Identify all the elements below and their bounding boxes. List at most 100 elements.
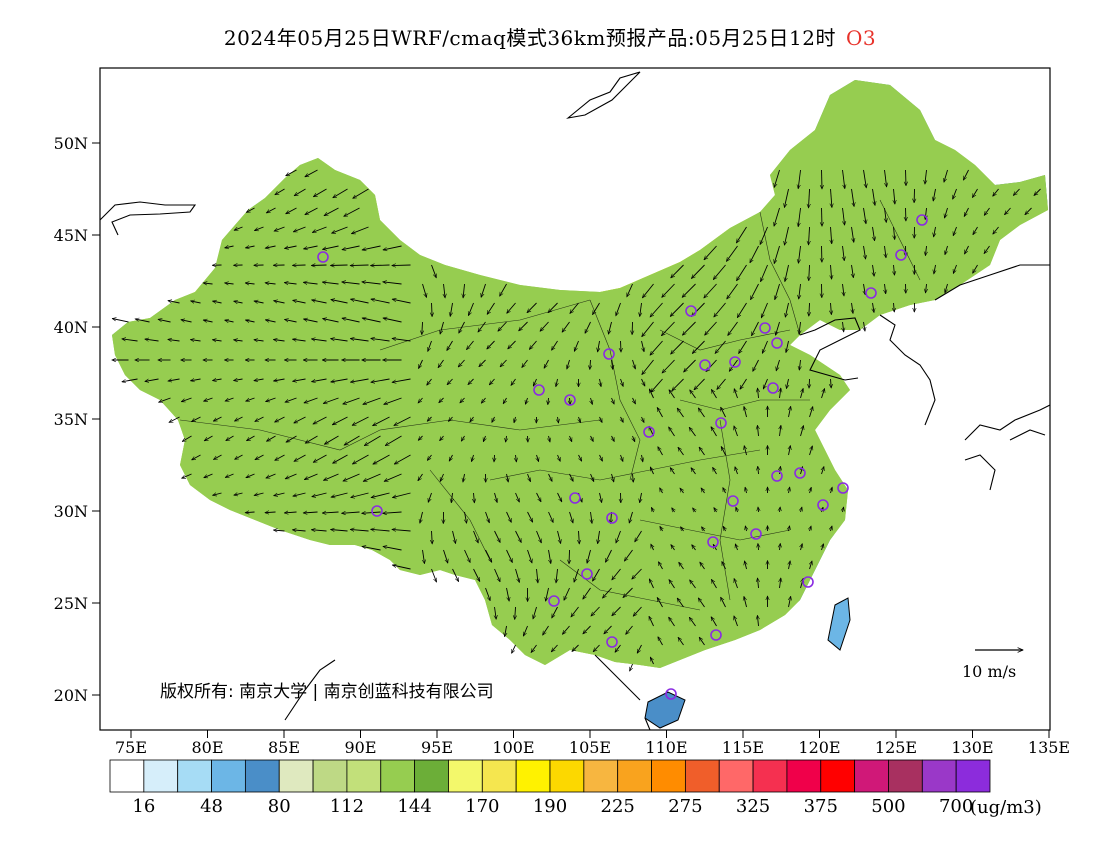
colorbar-label: 80 <box>268 796 291 817</box>
wind-arrow <box>698 408 705 418</box>
wind-arrow <box>662 359 675 373</box>
wind-arrow <box>591 606 600 616</box>
wind-arrow <box>642 321 654 337</box>
wind-arrow <box>427 416 432 421</box>
wind-arrow <box>495 606 497 619</box>
wind-arrow <box>549 435 550 442</box>
wind-arrow <box>112 319 129 323</box>
wind-arrow <box>562 321 570 332</box>
wind-arrow <box>831 378 832 388</box>
wind-arrow <box>352 454 369 465</box>
wind-arrow <box>543 625 549 635</box>
wind-arrow <box>669 617 675 627</box>
wind-arrow <box>255 454 264 461</box>
wind-arrow <box>275 454 285 461</box>
wind-arrow <box>234 226 243 230</box>
station-marker <box>699 359 711 371</box>
wind-arrow <box>479 359 486 367</box>
lon-tick-label: 125E <box>875 738 917 757</box>
wind-arrow <box>569 473 574 481</box>
wind-arrow <box>246 207 255 213</box>
wind-arrow <box>640 492 642 503</box>
wind-arrow <box>452 568 460 582</box>
wind-arrow <box>305 435 318 444</box>
wind-arrow <box>710 617 717 627</box>
wind-arrow <box>843 321 844 332</box>
wind-arrow <box>330 265 348 266</box>
wind-arrow <box>758 544 759 551</box>
wind-arrow <box>616 530 621 543</box>
wind-arrow <box>464 549 471 563</box>
lon-tick-label: 90E <box>344 738 376 757</box>
wind-arrow <box>522 359 528 368</box>
wind-arrow <box>465 511 467 523</box>
wind-arrow <box>831 264 832 279</box>
station-marker <box>729 356 741 368</box>
wind-arrow <box>285 473 297 480</box>
wind-arrow <box>591 397 593 404</box>
wind-arrow <box>212 340 222 341</box>
station-marker <box>771 470 783 482</box>
coastlines <box>100 71 1050 730</box>
wind-arrow <box>428 492 432 502</box>
wind-arrow <box>551 644 558 652</box>
wind-arrow <box>551 606 558 618</box>
wind-arrow <box>745 526 746 532</box>
colorbar-label: 500 <box>871 796 905 817</box>
wind-arrow <box>612 606 621 616</box>
wind-arrow <box>385 435 402 446</box>
lon-tick-label: 110E <box>645 738 687 757</box>
lon-tick-label: 75E <box>115 738 147 757</box>
wind-arrow <box>852 302 853 313</box>
wind-arrow <box>267 435 276 442</box>
wind-arrow <box>363 397 381 404</box>
wind-arrow <box>745 561 747 570</box>
colorbar-unit: (ug/m3) <box>970 797 1042 818</box>
wind-arrow <box>427 454 432 460</box>
wind-arrow <box>677 408 684 418</box>
wind-arrow <box>392 338 411 342</box>
station-marker <box>802 576 814 588</box>
lon-tick-label: 85E <box>268 738 300 757</box>
wind-arrow <box>468 302 474 316</box>
wind-arrow <box>699 637 705 646</box>
station-marker <box>569 492 581 504</box>
wind-arrow <box>245 246 255 248</box>
wind-arrow <box>332 416 348 426</box>
colorbar-label: 170 <box>465 796 499 817</box>
lon-tick-label: 135E <box>1028 738 1070 757</box>
wind-arrow <box>715 340 726 354</box>
wind-arrow <box>583 625 591 634</box>
wind-arrow <box>525 397 527 404</box>
wind-arrow <box>775 283 780 300</box>
wind-arrow <box>448 416 453 421</box>
wind-arrow <box>843 207 845 225</box>
wind-arrow <box>418 473 423 481</box>
colorbar-swatch <box>414 759 449 793</box>
wind-arrow <box>190 340 201 341</box>
colorbar-label: 112 <box>330 796 364 817</box>
station-marker <box>771 337 783 349</box>
wind-arrow <box>342 318 360 323</box>
wind-arrow <box>342 245 360 250</box>
wind-arrow <box>451 492 452 503</box>
wind-arrow <box>342 512 360 513</box>
wind-arrow <box>304 245 318 249</box>
wind-arrow <box>527 302 537 313</box>
wind-arrow <box>350 339 369 342</box>
wind-arrow <box>371 338 390 342</box>
wind-arrow <box>350 378 369 382</box>
wind-arrow <box>624 549 633 561</box>
wind-arrow <box>993 226 999 234</box>
lat-tick-label: 40N <box>54 318 88 337</box>
wind-arrow <box>274 492 285 496</box>
wind-arrow <box>203 320 213 322</box>
wind-arrow <box>669 390 675 399</box>
wind-arrow <box>635 530 642 542</box>
wind-arrow <box>527 473 531 482</box>
wind-arrow <box>717 378 726 390</box>
wind-arrow <box>235 454 243 460</box>
wind-arrow <box>831 526 832 532</box>
wind-arrow <box>363 473 381 482</box>
wind-arrow <box>548 302 558 313</box>
